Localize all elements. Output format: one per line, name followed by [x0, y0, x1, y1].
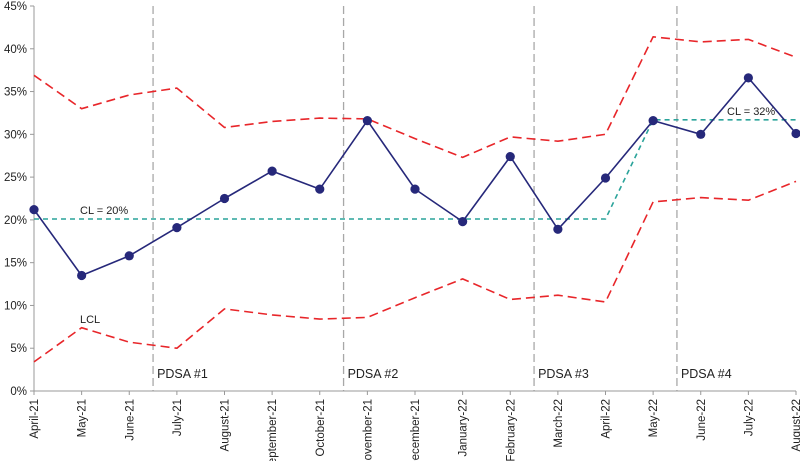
data-point [77, 270, 87, 281]
data-point [505, 151, 515, 162]
cl-annotation-2: CL = 32% [727, 106, 775, 118]
data-points [29, 73, 800, 281]
series-lines [33, 35, 797, 363]
data-point [362, 116, 372, 126]
x-tick-label: July-21 [172, 399, 184, 436]
data-series-line [33, 77, 797, 277]
x-tick-label: March-22 [553, 399, 565, 448]
y-tick-label: 30% [4, 129, 27, 141]
y-tick-label: 35% [4, 87, 27, 99]
data-point [219, 193, 230, 204]
data-point [410, 184, 420, 194]
x-tick-label: November-21 [362, 399, 374, 461]
data-point [124, 251, 134, 261]
x-tick-label: July-22 [743, 399, 755, 436]
data-point [553, 224, 563, 234]
lcl-annotation: LCL [80, 314, 100, 326]
x-tick-label: December-21 [410, 399, 422, 461]
phase-label: PDSA #1 [157, 367, 208, 381]
data-point [648, 116, 658, 126]
phase-lines [152, 6, 678, 391]
axes: 0% 5% 10% 15% 20% 25% 30% 35% 40% 45% April-21 May-… [4, 1, 800, 461]
y-tick-label: 40% [4, 44, 27, 56]
data-point [458, 217, 468, 227]
data-point [172, 222, 182, 233]
lcl-series-line [33, 180, 797, 363]
phase-label: PDSA #4 [681, 367, 732, 381]
x-tick-label: May-21 [77, 399, 89, 437]
y-tick-label: 0% [10, 386, 27, 398]
x-tick-label: January-22 [458, 399, 470, 457]
x-tick-label: August-22 [791, 399, 800, 451]
y-tick-label: 5% [10, 343, 27, 355]
chart-labels: PDSA #1 PDSA #2 PDSA #3 PDSA #4 CL = 20% CL =… [80, 106, 775, 381]
y-tick-label: 45% [4, 1, 27, 13]
cl-series-line [34, 119, 796, 220]
data-point [267, 166, 277, 176]
x-tick-label: August-21 [220, 399, 232, 451]
cl-annotation-1: CL = 20% [80, 205, 128, 217]
data-point [743, 73, 753, 83]
data-point [29, 205, 39, 215]
x-tick-label: September-21 [267, 399, 279, 461]
x-tick-label: June-22 [696, 399, 708, 441]
data-point [315, 184, 325, 194]
data-point [791, 128, 800, 139]
x-tick-label: June-21 [124, 399, 136, 441]
x-tick-label: April-21 [29, 399, 41, 439]
ucl-series-line [33, 35, 797, 159]
y-tick-label: 20% [4, 215, 27, 227]
y-tick-label: 25% [4, 172, 27, 184]
x-tick-label: October-21 [315, 399, 327, 457]
y-tick-label: 15% [4, 258, 27, 270]
x-tick-label: May-22 [648, 399, 660, 437]
data-point [696, 129, 706, 139]
x-tick-label: April-22 [601, 399, 613, 439]
phase-label: PDSA #3 [538, 367, 589, 381]
y-tick-label: 10% [4, 300, 27, 312]
x-tick-label: February-22 [505, 399, 517, 461]
phase-label: PDSA #2 [348, 367, 399, 381]
data-point [600, 173, 611, 183]
